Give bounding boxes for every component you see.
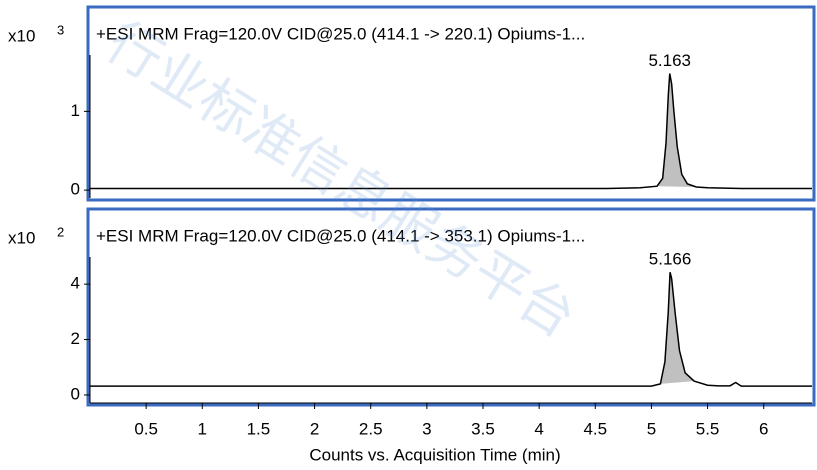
- x-tick-label: 5.5: [696, 419, 720, 438]
- panel-title: +ESI MRM Frag=120.0V CID@25.0 (414.1 -> …: [96, 24, 585, 43]
- watermark: 行业标准信息服务平台: [95, 10, 586, 350]
- y-tick-label: 0: [71, 180, 80, 199]
- x-tick-label: 2: [310, 419, 319, 438]
- x-tick-label: 3: [422, 419, 431, 438]
- x-tick-label: 1.5: [247, 419, 271, 438]
- x-tick-label: 6: [759, 419, 768, 438]
- x-tick-label: 1: [198, 419, 207, 438]
- x-tick-label: 4.5: [583, 419, 607, 438]
- y-multiplier: x10: [8, 228, 35, 247]
- y-multiplier-exponent: 2: [57, 224, 64, 239]
- x-axis-label: Counts vs. Acquisition Time (min): [309, 445, 560, 464]
- x-tick-label: 5: [647, 419, 656, 438]
- trace-line: [90, 272, 812, 387]
- peak-label: 5.166: [649, 250, 692, 269]
- panel-frame: [86, 207, 816, 407]
- x-tick-label: 4: [534, 419, 543, 438]
- panel-title: +ESI MRM Frag=120.0V CID@25.0 (414.1 -> …: [96, 226, 585, 245]
- x-tick-label: 2.5: [359, 419, 383, 438]
- trace-line: [90, 73, 812, 190]
- y-tick-label: 4: [71, 274, 80, 293]
- y-multiplier-exponent: 3: [57, 22, 64, 37]
- panel-frame: [86, 5, 816, 202]
- peak-label: 5.163: [648, 51, 691, 70]
- y-tick-label: 2: [71, 329, 80, 348]
- x-tick-label: 0.5: [134, 419, 158, 438]
- y-tick-label: 1: [71, 101, 80, 120]
- x-tick-label: 3.5: [471, 419, 495, 438]
- y-tick-label: 0: [71, 384, 80, 403]
- y-multiplier: x10: [8, 26, 35, 45]
- peak-area: [657, 73, 697, 187]
